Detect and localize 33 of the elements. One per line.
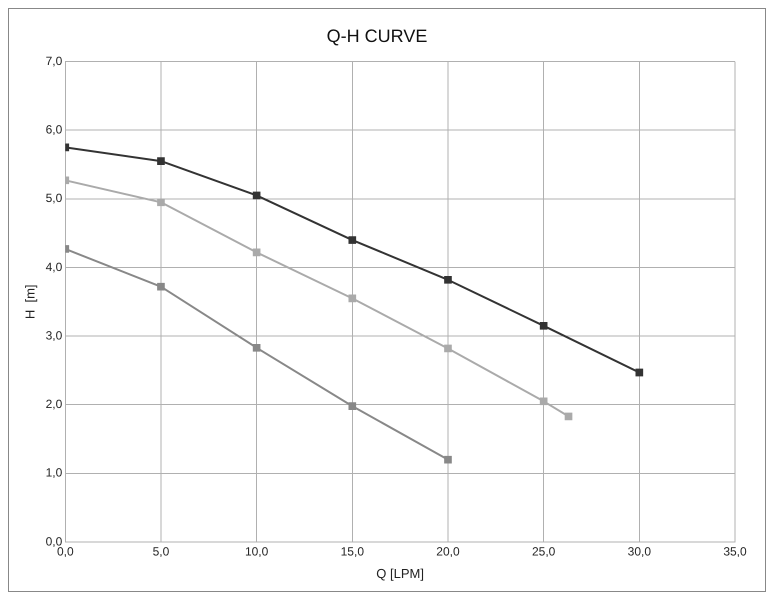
y-tick-label: 7,0 <box>46 54 63 68</box>
y-tick-label: 2,0 <box>46 397 63 412</box>
point <box>444 456 452 464</box>
point <box>444 276 452 284</box>
x-tick-label: 15,0 <box>340 544 364 559</box>
point <box>564 412 572 420</box>
point <box>252 344 260 352</box>
x-tick-label: 20,0 <box>436 544 460 559</box>
y-axis-title: H [m] <box>22 284 38 320</box>
x-tick-label: 10,0 <box>244 544 269 559</box>
y-tick-label: 3,0 <box>46 328 63 342</box>
point <box>348 402 356 410</box>
point <box>540 397 548 406</box>
point <box>157 157 165 165</box>
point <box>157 282 165 291</box>
point <box>444 344 452 352</box>
point <box>348 294 356 302</box>
x-tick-label: 35,0 <box>723 544 747 559</box>
x-tick-label: 25,0 <box>532 544 556 559</box>
point <box>540 322 548 330</box>
point <box>635 368 644 376</box>
y-tick-label: 4,0 <box>46 260 63 274</box>
y-tick-label: 6,0 <box>46 122 63 137</box>
x-tick-label: 5,0 <box>152 544 170 559</box>
x-axis-title: Q [LPM] <box>376 566 424 581</box>
point <box>157 198 165 206</box>
x-tick-label: 30,0 <box>628 544 652 559</box>
point <box>252 192 260 200</box>
point <box>252 248 260 256</box>
point <box>348 236 356 244</box>
chart-title: Q-H CURVE <box>326 26 428 46</box>
y-tick-label: 5,0 <box>46 191 63 206</box>
y-tick-label: 1,0 <box>46 466 63 480</box>
